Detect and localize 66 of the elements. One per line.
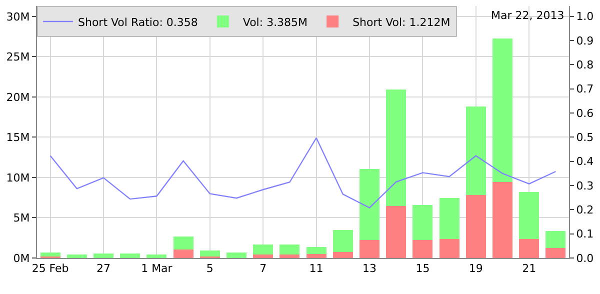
bar <box>66 254 87 258</box>
bar <box>253 254 274 258</box>
bar <box>439 198 460 239</box>
y2-tick-label: 0.0 <box>576 252 594 265</box>
y2-tick-label: 0.2 <box>576 204 594 217</box>
bar <box>226 252 246 258</box>
bar <box>546 230 566 248</box>
y2-tick-label: 0.5 <box>576 131 594 144</box>
bar <box>40 252 60 256</box>
bar <box>546 248 566 258</box>
y2-tick-label: 0.3 <box>576 179 594 192</box>
legend-label: Short Vol: 1.212M <box>352 16 450 29</box>
legend-label: Vol: 3.385M <box>242 16 308 29</box>
x-tick-label: 25 Feb <box>32 262 69 276</box>
x-tick-label: 7 <box>260 262 267 276</box>
annotation: Mar 22, 2013 <box>491 9 564 22</box>
legend-label: Short Vol Ratio: 0.358 <box>78 16 198 29</box>
bar <box>253 244 274 254</box>
bar <box>466 195 486 258</box>
y-tick-label: 10M <box>6 171 30 184</box>
y2-tick-label: 0.7 <box>576 82 594 96</box>
y-tick-label: 15M <box>6 131 30 144</box>
x-tick-label: 5 <box>206 262 214 276</box>
x-tick-label: 21 <box>522 262 536 276</box>
bar <box>466 106 486 196</box>
y2-tick-label: 1.0 <box>576 10 594 24</box>
y2-tick-label: 0.4 <box>576 155 594 168</box>
y2-tick-label: 0.6 <box>576 106 594 120</box>
bar <box>360 169 380 240</box>
y-tick-label: 30M <box>6 10 30 24</box>
bar <box>120 253 140 258</box>
y-tick-label: 25M <box>6 50 30 64</box>
bar <box>173 249 194 258</box>
bar <box>386 206 406 258</box>
y2-tick-label: 0.8 <box>576 58 594 72</box>
bar <box>412 205 433 240</box>
y2-tick-label: 0.9 <box>576 34 594 48</box>
x-tick-label: 15 <box>416 262 430 276</box>
line-series <box>50 137 556 208</box>
bar <box>439 239 460 258</box>
x-tick-label: 11 <box>309 262 324 276</box>
y-tick-label: 5M <box>13 212 30 225</box>
y2-tick-label: 0.1 <box>576 228 594 241</box>
bar <box>519 239 540 258</box>
bar <box>94 253 114 258</box>
y-tick-label: 0M <box>13 252 30 265</box>
x-tick-label: 1 Mar <box>141 262 173 276</box>
bar <box>332 230 353 252</box>
bar <box>280 254 300 258</box>
bar <box>492 38 512 182</box>
bar <box>519 192 540 239</box>
bar <box>360 240 380 258</box>
bar <box>306 247 326 254</box>
bar <box>280 244 300 254</box>
bar <box>146 254 167 258</box>
bar <box>386 90 406 206</box>
bar <box>306 254 326 258</box>
x-tick-label: 27 <box>96 262 110 276</box>
bar <box>492 182 512 258</box>
x-tick-label: 19 <box>468 262 483 276</box>
x-tick-label: 13 <box>362 262 376 276</box>
bar <box>332 252 353 258</box>
bar <box>173 236 194 250</box>
y-tick-label: 20M <box>6 90 30 104</box>
bar <box>200 250 220 256</box>
bar <box>412 240 433 258</box>
